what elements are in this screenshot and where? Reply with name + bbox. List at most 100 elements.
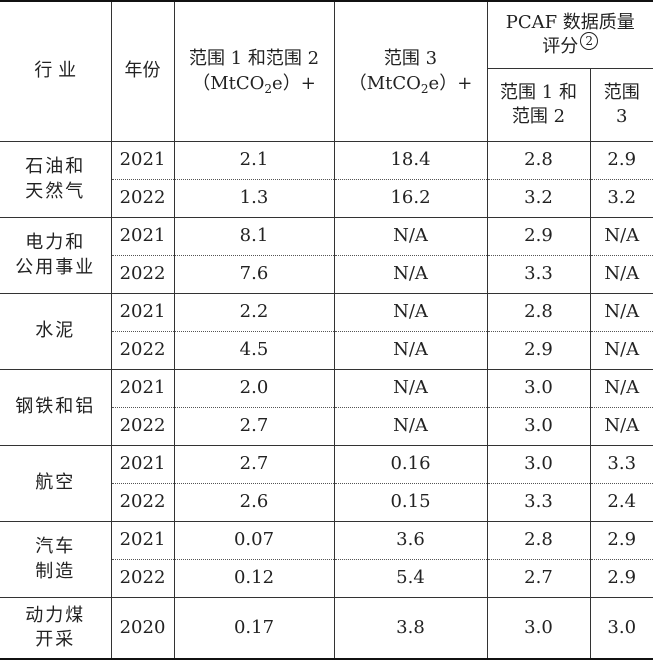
pcaf-scope12-cell: 3.0 (486, 597, 591, 660)
pcaf-scope3-cell: N/A (589, 217, 653, 256)
pcaf-scope3-cell: 3.3 (589, 445, 653, 484)
table-row: 2022 1.3 16.2 3.2 3.2 (0, 179, 653, 218)
industry-label: 航空 (35, 472, 76, 494)
scope3-cell: N/A (333, 369, 488, 408)
header-scope12-line1: 范围 1 和范围 2 (188, 48, 320, 70)
pcaf-scope12-cell: 2.7 (486, 559, 591, 598)
scope3-cell: 0.15 (333, 483, 488, 522)
scope12-cell: 2.7 (173, 407, 335, 446)
year-cell: 2022 (111, 331, 175, 370)
table-row: 2022 7.6 N/A 3.3 N/A (0, 255, 653, 294)
pcaf-scope3-cell: 2.9 (589, 521, 653, 560)
header-scope12-line2: （MtCO2e）+ (192, 72, 316, 96)
pcaf-scope12-cell: 3.2 (486, 179, 591, 218)
pcaf-scope3-cell: 2.4 (589, 483, 653, 522)
year-cell: 2021 (110, 217, 175, 256)
scope12-cell: 2.6 (173, 483, 335, 522)
year-cell: 2022 (111, 255, 175, 294)
year-cell: 2021 (110, 141, 175, 180)
scope3-cell: N/A (333, 331, 488, 370)
scope12-cell: 2.2 (173, 293, 335, 332)
scope3-cell: N/A (333, 407, 488, 446)
pcaf-scope12-cell: 3.3 (486, 255, 591, 294)
footnote-marker: 2 (580, 32, 599, 50)
scope3-cell: N/A (333, 255, 488, 294)
scope3-cell: 0.16 (333, 445, 488, 484)
header-scope12: 范围 1 和范围 2 （MtCO2e）+ (173, 0, 335, 142)
pcaf-scope12-cell: 3.0 (486, 407, 591, 446)
header-pcaf-line1: PCAF 数据质量 (505, 11, 635, 33)
industry-label: 公用事业 (15, 256, 96, 278)
header-pcaf-line2: 评分 2 (488, 32, 654, 59)
scope12-cell: 2.7 (173, 445, 335, 484)
header-pcaf-scope12: 范围 1 和 范围 2 (487, 68, 591, 142)
scope3-cell: 3.6 (333, 521, 488, 560)
scope3-cell: 16.2 (333, 179, 488, 218)
industry-label: 开采 (35, 629, 76, 650)
industry-label: 动力煤 (25, 604, 86, 626)
year-cell: 2021 (110, 293, 175, 332)
header-scope3: 范围 3 （MtCO2e）+ (333, 0, 488, 142)
pcaf-scope12-cell: 3.3 (486, 483, 591, 522)
pcaf-scope3-cell: N/A (589, 255, 653, 294)
pcaf-scope3-cell: N/A (589, 407, 653, 446)
pcaf-scope3-cell: 2.9 (589, 141, 653, 180)
industry-label: 钢铁和铝 (15, 396, 96, 418)
pcaf-scope3-cell: 3.2 (589, 179, 653, 218)
year-cell: 2022 (111, 407, 175, 446)
pcaf-scope3-cell: N/A (589, 293, 653, 332)
scope12-cell: 7.6 (173, 255, 335, 294)
industry-cell: 航空 (0, 445, 112, 522)
industry-label: 天然气 (25, 180, 86, 202)
pcaf-scope3-cell: N/A (589, 369, 653, 408)
industry-cell: 钢铁和铝 (0, 369, 112, 446)
header-scope3-line2: （MtCO2e）+ (348, 72, 473, 96)
header-pcaf-scope3: 范围 3 (589, 68, 653, 142)
scope3-cell: 18.4 (333, 141, 488, 180)
table-row: 航空 2021 2.7 0.16 3.0 3.3 (0, 445, 653, 522)
scope12-cell: 1.3 (173, 179, 335, 218)
pcaf-scope3-cell: N/A (589, 331, 653, 370)
pcaf-scope12-cell: 2.8 (486, 141, 591, 180)
table-row: 钢铁和铝 2021 2.0 N/A 3.0 N/A (0, 369, 653, 446)
year-cell: 2022 (111, 559, 175, 598)
scope3-cell: N/A (333, 293, 488, 332)
table-row: 电力和 公用事业 2021 8.1 N/A 2.9 N/A (0, 217, 653, 294)
industry-label: 汽车 (35, 536, 76, 558)
industry-cell: 水泥 (0, 293, 112, 370)
scope12-cell: 0.07 (173, 521, 335, 560)
table-body: 石油和 天然气 2021 2.1 18.4 2.8 2.9 2022 1.3 16.2 3.2 3.2… (0, 141, 653, 660)
scope3-cell: 3.8 (333, 597, 488, 660)
scope3-cell: N/A (333, 217, 488, 256)
scope12-cell: 0.17 (173, 597, 335, 660)
industry-cell: 石油和 天然气 (0, 141, 112, 218)
header-pcaf: PCAF 数据质量 评分 2 (486, 0, 654, 69)
table-row: 2022 0.12 5.4 2.7 2.9 (0, 559, 653, 598)
table-row: 动力煤 开采 2020 0.17 3.8 3.0 3.0 (0, 597, 653, 660)
industry-label: 水泥 (35, 320, 76, 342)
table-row: 2022 2.6 0.15 3.3 2.4 (0, 483, 653, 522)
scope12-cell: 0.12 (173, 559, 335, 598)
table-row: 水泥 2021 2.2 N/A 2.8 N/A (0, 293, 653, 370)
pcaf-scope12-cell: 3.0 (486, 445, 591, 484)
table-row: 2022 2.7 N/A 3.0 N/A (0, 407, 653, 446)
year-cell: 2020 (110, 597, 175, 660)
header-industry: 行 业 (0, 0, 112, 142)
year-cell: 2022 (111, 483, 175, 522)
pcaf-scope3-cell: 2.9 (589, 559, 653, 598)
pcaf-scope3-cell: 3.0 (589, 597, 653, 660)
year-cell: 2021 (110, 445, 175, 484)
header-year: 年份 (110, 0, 175, 142)
pcaf-scope12-cell: 2.9 (486, 217, 591, 256)
pcaf-scope12-cell: 2.8 (486, 293, 591, 332)
year-cell: 2021 (110, 369, 175, 408)
table-row: 石油和 天然气 2021 2.1 18.4 2.8 2.9 (0, 141, 653, 218)
pcaf-scope12-cell: 3.0 (486, 369, 591, 408)
pcaf-scope12-cell: 2.9 (486, 331, 591, 370)
industry-label: 制造 (35, 560, 76, 582)
industry-cell: 电力和 公用事业 (0, 217, 112, 294)
scope12-cell: 4.5 (173, 331, 335, 370)
year-cell: 2022 (111, 179, 175, 218)
table-row: 2022 4.5 N/A 2.9 N/A (0, 331, 653, 370)
